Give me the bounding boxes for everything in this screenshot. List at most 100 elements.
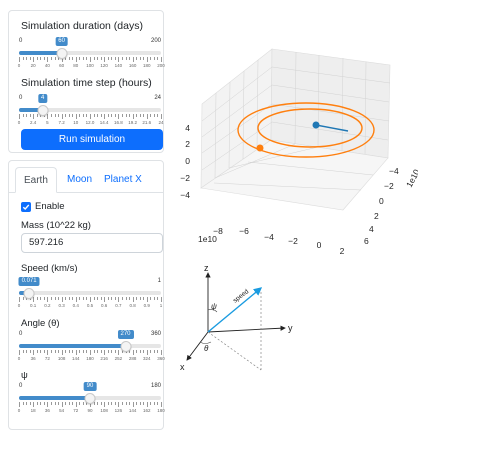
orbit-paths xyxy=(237,102,375,158)
slider-tick xyxy=(19,297,20,302)
x-axis-label: x xyxy=(180,362,185,372)
slider-tick-label: 72 xyxy=(73,408,79,413)
slider-fill xyxy=(19,51,62,55)
slider-handle[interactable] xyxy=(23,288,35,299)
slider-minor-tick xyxy=(43,402,45,405)
y-tick-label: 0 xyxy=(379,196,384,206)
slider-minor-tick xyxy=(79,114,81,117)
speed-slider[interactable]: 0 1 0.071 0 0.1 0.2 0.3 0.4 0.5 0.6 0.7 0.8 0.9 1 xyxy=(17,277,162,312)
theta-slider[interactable]: 0 360 270 0 36 72 108 144 180 216 252 288 324 360 xyxy=(18,330,165,365)
slider-max-label: 200 xyxy=(150,38,161,44)
mass-input[interactable]: 597.216 xyxy=(21,233,163,253)
slider-tick-label: 54 xyxy=(59,408,65,413)
slider-minor-tick xyxy=(82,297,84,300)
timestep-label: Simulation time step (hours) xyxy=(21,77,152,89)
slider-minor-tick xyxy=(29,402,31,405)
slider-tick-label: 0.6 xyxy=(101,303,108,308)
slider-tick xyxy=(118,57,120,62)
slider-minor-tick xyxy=(121,402,123,405)
slider-tick xyxy=(90,114,91,119)
slider-tick xyxy=(161,350,162,355)
slider-handle[interactable] xyxy=(84,393,96,404)
slider-minor-tick xyxy=(100,57,102,60)
enable-checkbox[interactable] xyxy=(21,201,31,212)
slider-tick-label: 19.2 xyxy=(128,120,137,125)
x-axis xyxy=(186,331,209,361)
tab-moon[interactable]: Moon xyxy=(67,174,93,185)
slider-minor-tick xyxy=(153,57,155,60)
phi-label: ψ xyxy=(21,370,28,381)
slider-max-label: 360 xyxy=(150,331,161,337)
slider-minor-tick xyxy=(54,350,56,353)
slider-track xyxy=(19,51,161,55)
slider-minor-tick xyxy=(97,114,99,117)
slider-tick-labels: 0 18 36 54 72 90 108 126 144 162 180 xyxy=(18,408,165,415)
slider-minor-tick xyxy=(65,114,67,117)
slider-min-label: 0 xyxy=(19,95,23,101)
slider-minor-tick xyxy=(93,114,95,117)
slider-tick-label: 72 xyxy=(44,356,50,361)
slider-minor-tick xyxy=(100,297,102,300)
slider-minor-tick xyxy=(54,57,56,60)
slider-minor-tick xyxy=(68,402,70,405)
slider-minor-tick xyxy=(157,114,159,117)
slider-minor-tick xyxy=(129,57,131,60)
slider-minor-tick xyxy=(65,57,67,60)
slider-minor-tick xyxy=(65,297,67,300)
slider-minor-tick xyxy=(143,114,145,117)
slider-handle[interactable] xyxy=(37,105,49,116)
slider-tick-label: 216 xyxy=(100,356,108,361)
slider-tick xyxy=(104,114,106,119)
slider-tick-label: 18 xyxy=(30,408,36,413)
slider-minor-tick xyxy=(58,402,60,405)
slider-minor-tick xyxy=(114,350,116,353)
slider-fill xyxy=(19,108,43,112)
slider-minor-tick xyxy=(68,114,70,117)
slider-tick-label: 140 xyxy=(114,63,123,68)
slider-tick-label: 7.2 xyxy=(58,120,65,125)
slider-tick-label: 252 xyxy=(114,356,123,361)
slider-value-label: 90 xyxy=(83,382,97,391)
slider-max-label: 1 xyxy=(157,278,161,284)
slider-min-label: 0 xyxy=(19,383,23,389)
slider-minor-tick xyxy=(58,297,60,300)
slider-minor-tick xyxy=(139,57,141,60)
slider-minor-tick xyxy=(111,297,113,300)
slider-minor-tick xyxy=(29,57,31,60)
slider-minor-tick xyxy=(157,350,159,353)
run-simulation-button[interactable]: Run simulation xyxy=(21,129,163,150)
y-tick-label: −4 xyxy=(389,166,399,176)
slider-tick-label: 200 xyxy=(157,63,165,68)
slider-minor-tick xyxy=(82,402,84,405)
slider-tick xyxy=(19,57,20,62)
slider-minor-tick xyxy=(125,57,127,60)
slider-tick xyxy=(132,57,134,62)
body-panel: Earth Moon Planet X Enable Mass (10^22 k… xyxy=(8,160,165,430)
slider-minor-tick xyxy=(26,57,28,60)
slider-tick-label: 0 xyxy=(17,303,21,308)
slider-minor-tick xyxy=(65,350,67,353)
slider-tick-label: 144 xyxy=(72,356,80,361)
tab-planet-x[interactable]: Planet X xyxy=(104,174,142,185)
slider-tick xyxy=(19,114,20,119)
timestep-slider[interactable]: 0 24 4 0 2.4 5 7.2 10 12.0 14.4 16.8 19.2 21.6 24 xyxy=(18,94,164,129)
slider-handle[interactable] xyxy=(120,341,131,352)
slider-tick xyxy=(146,350,148,355)
slider-tick xyxy=(33,350,35,355)
slider-max-label: 180 xyxy=(150,383,161,389)
tab-earth[interactable]: Earth xyxy=(15,167,57,193)
slider-minor-tick xyxy=(68,350,70,353)
slider-tick xyxy=(75,350,77,355)
duration-slider[interactable]: 0 200 60 0 20 40 60 80 100 120 140 160 180 200 xyxy=(18,37,165,72)
slider-minor-tick xyxy=(150,114,152,117)
slider-minor-tick xyxy=(43,350,45,353)
slider-minor-tick xyxy=(143,297,145,300)
slider-minor-tick xyxy=(153,350,155,353)
slider-tick xyxy=(161,402,162,407)
planet-marker xyxy=(312,121,320,129)
phi-slider[interactable]: 0 180 90 0 18 36 54 72 90 108 126 144 162 180 xyxy=(18,382,165,417)
theta-arc xyxy=(199,341,212,344)
slider-minor-tick xyxy=(79,402,81,405)
slider-handle[interactable] xyxy=(56,48,68,59)
